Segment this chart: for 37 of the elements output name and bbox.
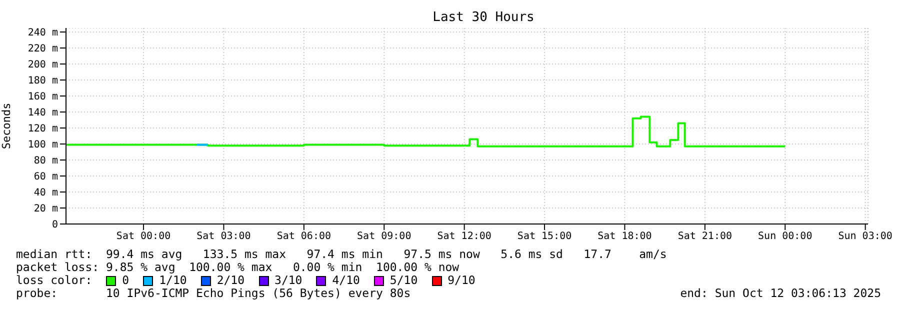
y-tick-label: 160 m bbox=[28, 92, 58, 103]
y-tick-label: 100 m bbox=[28, 140, 58, 151]
text: packet loss: 9.85 % avg 100.00 % max 0.00 % min 100.00 % now bbox=[16, 260, 460, 274]
legend-label: 4/10 bbox=[331, 273, 360, 287]
x-tick-label: Sat 21:00 bbox=[678, 231, 732, 242]
y-tick-label: 240 m bbox=[28, 28, 58, 39]
chart-title: Last 30 Hours bbox=[432, 9, 536, 27]
y-tick-label: 220 m bbox=[28, 44, 58, 55]
x-tick-label: Sat 09:00 bbox=[357, 231, 412, 242]
y-tick-label: 80 m bbox=[34, 156, 58, 167]
x-tick-label: Sat 00:00 bbox=[116, 231, 171, 242]
text: end: Sun Oct 12 03:06:13 2025 bbox=[680, 286, 881, 300]
legend-label: 3/10 bbox=[274, 273, 302, 287]
x-tick-label: Sun 00:00 bbox=[758, 231, 812, 242]
legend-label: 9/10 bbox=[446, 273, 476, 287]
text: probe: 10 IPv6-ICMP Echo Pings (56 Bytes) every 80s bbox=[16, 286, 411, 300]
y-tick-label: 180 m bbox=[28, 76, 58, 87]
legend-label: 5/10 bbox=[388, 273, 418, 287]
y-tick-label: 120 m bbox=[28, 124, 58, 135]
y-axis-title: Seconds bbox=[0, 102, 13, 150]
legend-title: loss color: bbox=[16, 273, 92, 287]
x-tick-label: Sat 06:00 bbox=[276, 231, 332, 242]
legend-label: 0 bbox=[121, 273, 130, 287]
legend-label: 2/10 bbox=[216, 273, 245, 287]
x-tick-label: Sun 03:00 bbox=[838, 231, 892, 242]
y-tick-label: 200 m bbox=[28, 60, 58, 71]
text: median rtt: 99.4 ms avg 133.5 ms max 97.4 ms min 97.5 ms now 5.6 ms sd 17.7 am/s bbox=[16, 247, 668, 261]
x-tick-label: Sat 12:00 bbox=[437, 231, 492, 242]
y-tick-label: 60 m bbox=[34, 172, 58, 183]
y-tick-label: 0 bbox=[52, 220, 58, 231]
x-tick-label: Sat 03:00 bbox=[196, 231, 251, 242]
legend-label: 1/10 bbox=[159, 273, 187, 287]
x-tick-label: Sat 15:00 bbox=[517, 231, 572, 242]
y-tick-label: 140 m bbox=[28, 108, 58, 119]
y-tick-label: 20 m bbox=[34, 204, 58, 215]
y-tick-label: 40 m bbox=[34, 188, 58, 199]
x-tick-label: Sat 18:00 bbox=[598, 231, 652, 242]
